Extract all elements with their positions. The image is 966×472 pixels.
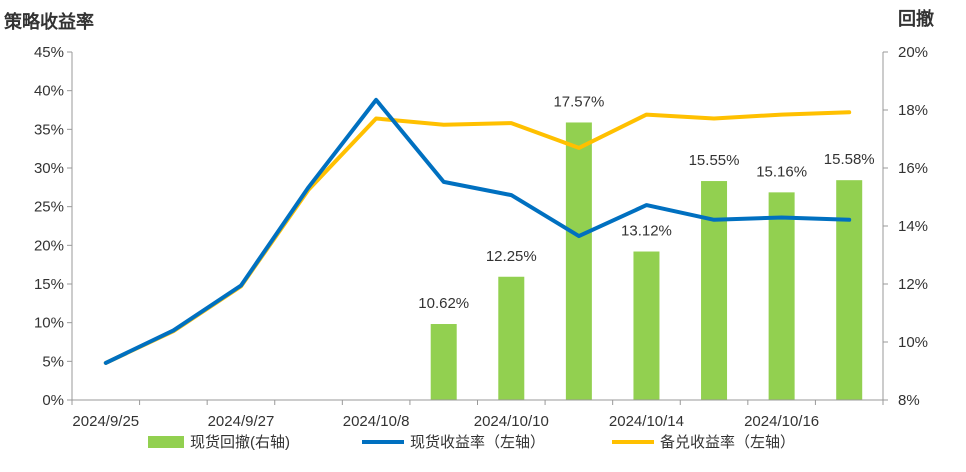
- right-tick-label: 10%: [898, 334, 928, 351]
- bar-data-label: 17.57%: [553, 93, 604, 110]
- right-tick-label: 18%: [898, 102, 928, 119]
- bar: [633, 251, 660, 400]
- x-tick-label: 2024/9/27: [208, 413, 275, 430]
- left-tick-label: 10%: [34, 315, 64, 332]
- left-tick-label: 5%: [42, 353, 64, 370]
- bar: [768, 192, 795, 400]
- left-axis-title: 策略收益率: [4, 11, 94, 32]
- left-tick-label: 30%: [34, 160, 64, 177]
- legend-label: 现货收益率（左轴）: [410, 434, 545, 451]
- x-tick-label: 2024/9/25: [72, 413, 139, 430]
- legend-label: 备兑收益率（左轴）: [660, 434, 795, 451]
- x-tick-label: 2024/10/8: [343, 413, 410, 430]
- bar: [498, 276, 525, 400]
- right-tick-label: 20%: [898, 44, 928, 61]
- axis-lines: [71, 52, 884, 401]
- right-tick-label: 12%: [898, 276, 928, 293]
- x-tick-label: 2024/10/16: [744, 413, 819, 430]
- bar-data-label: 15.58%: [824, 151, 875, 168]
- left-tick-label: 40%: [34, 83, 64, 100]
- left-tick-label: 15%: [34, 276, 64, 293]
- left-tick-label: 25%: [34, 199, 64, 216]
- left-tick-label: 45%: [34, 44, 64, 61]
- bar: [430, 324, 457, 400]
- left-tick-label: 20%: [34, 237, 64, 254]
- series-line: [103, 110, 852, 365]
- bar: [836, 180, 863, 400]
- bar-data-label: 15.55%: [689, 152, 740, 169]
- x-tick-label: 2024/10/14: [609, 413, 684, 430]
- legend-label: 现货回撤(右轴): [190, 434, 290, 451]
- bar: [565, 122, 592, 400]
- x-axis: 2024/9/25 2024/9/27 2024/10/8 2024/10/10 202…: [71, 400, 884, 430]
- bar-data-label: 15.16%: [756, 163, 807, 180]
- legend-swatch: [148, 436, 184, 448]
- bar-series: [430, 122, 863, 400]
- legend-item: 备兑收益率（左轴）: [612, 434, 795, 451]
- right-tick-label: 16%: [898, 160, 928, 177]
- right-tick-label: 14%: [898, 218, 928, 235]
- bar-data-label: 12.25%: [486, 248, 537, 265]
- x-tick-label: 2024/10/10: [474, 413, 549, 430]
- line-series: [103, 97, 852, 365]
- bar-data-label: 13.12%: [621, 223, 672, 240]
- left-tick-label: 0%: [42, 392, 64, 409]
- left-axis: 0% 5% 10% 15% 20% 25% 30% 35% 40% 45%: [34, 44, 72, 409]
- series-line: [103, 97, 852, 365]
- bar: [701, 181, 728, 400]
- bar-data-labels: 10.62% 12.25% 17.57% 13.12% 15.55% 15.16% 15.5…: [418, 93, 874, 312]
- right-tick-label: 8%: [898, 392, 920, 409]
- bar-data-label: 10.62%: [418, 295, 469, 312]
- legend: 现货回撤(右轴) 现货收益率（左轴） 备兑收益率（左轴）: [148, 434, 795, 451]
- legend-item: 现货回撤(右轴): [148, 434, 290, 451]
- legend-item: 现货收益率（左轴）: [362, 434, 545, 451]
- right-axis: 8% 10% 12% 14% 16% 18% 20%: [883, 44, 928, 409]
- right-axis-title: 回撤: [898, 8, 934, 29]
- left-tick-label: 35%: [34, 121, 64, 138]
